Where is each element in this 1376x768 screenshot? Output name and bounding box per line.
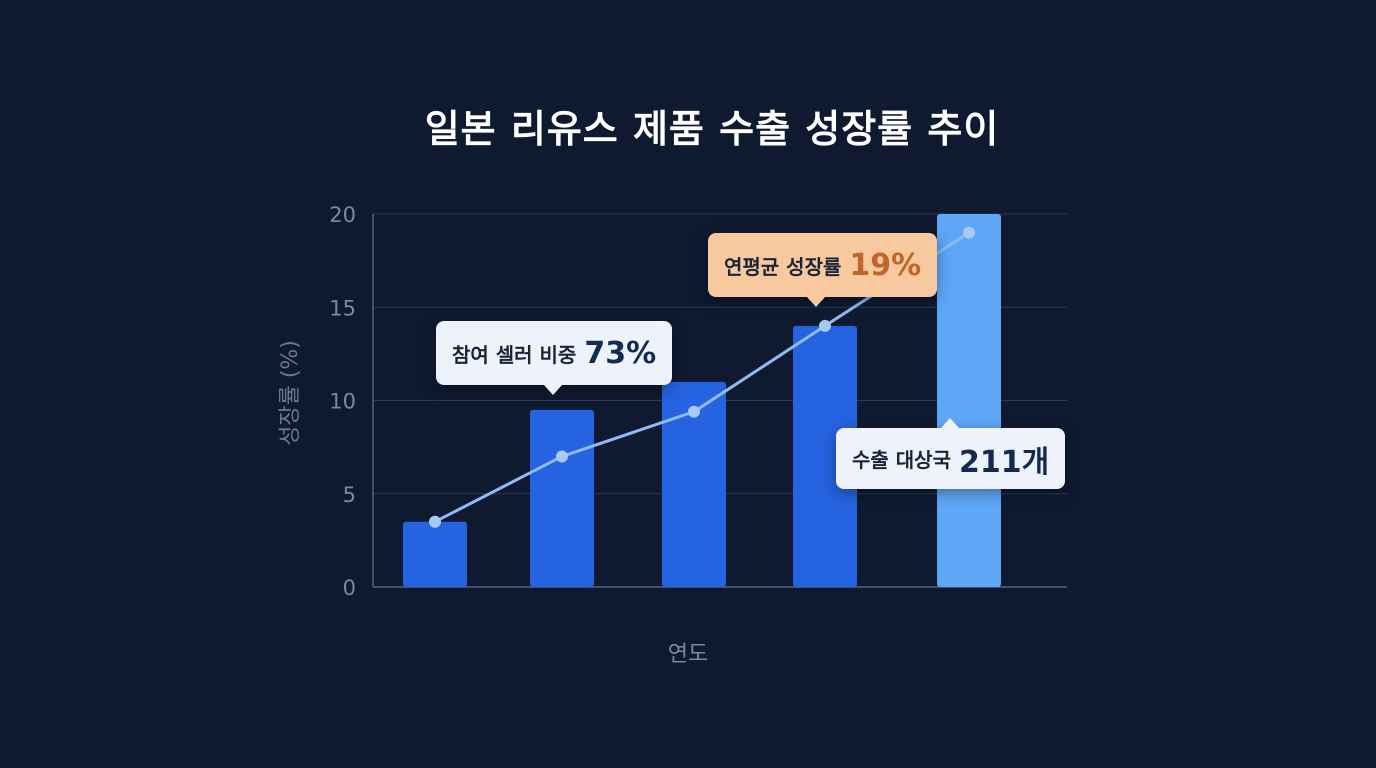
bar	[662, 381, 726, 587]
y-tick-label: 10	[329, 390, 356, 414]
trend-point	[819, 319, 831, 332]
annotation-seller-share-label: 참여 셀러 비중	[452, 342, 577, 367]
bar	[403, 521, 467, 587]
annotation-export-countries-label: 수출 대상국	[852, 448, 951, 472]
x-axis-title: 연도	[668, 642, 708, 667]
bar	[530, 409, 594, 587]
annotation-export-countries: 수출 대상국 211개	[836, 418, 1066, 489]
annotation-tail	[544, 385, 562, 395]
trend-point	[556, 450, 568, 463]
y-tick-label: 15	[329, 296, 356, 320]
annotation-tail	[807, 297, 825, 307]
annotation-tail	[941, 418, 959, 428]
trend-point	[963, 226, 975, 239]
bar	[793, 325, 857, 587]
y-tick-label: 5	[343, 483, 356, 507]
chart-title: 일본 리유스 제품 수출 성장률 추이	[424, 107, 1000, 151]
annotation-export-countries-value: 211개	[958, 444, 1050, 480]
bar	[937, 214, 1001, 587]
annotation-cagr: 연평균 성장률 19%	[708, 233, 938, 307]
trend-point	[688, 405, 700, 418]
trend-point	[429, 515, 441, 528]
y-tick-label: 0	[343, 576, 356, 600]
annotation-cagr-value: 19%	[849, 247, 922, 283]
annotation-seller-share-value: 73%	[584, 335, 657, 371]
annotation-seller-share: 참여 셀러 비중 73%	[436, 321, 673, 395]
annotation-cagr-label: 연평균 성장률	[724, 254, 842, 279]
y-axis-title: 성장률 (%)	[278, 340, 303, 446]
y-tick-label: 20	[329, 203, 356, 227]
